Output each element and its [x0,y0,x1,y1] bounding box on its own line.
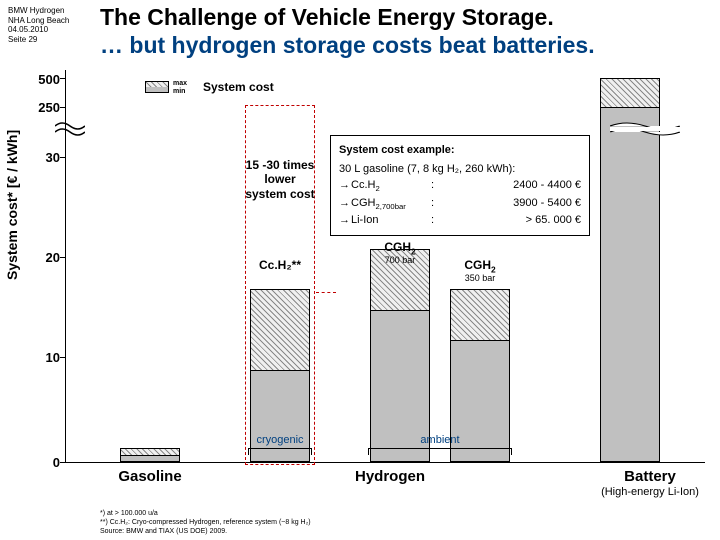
label-cch2: Cc.H₂** [250,258,310,272]
label-cgh2-350: CGH2 [440,258,520,274]
tick [60,257,65,258]
bar-gasoline [120,448,180,462]
tick [60,357,65,358]
tick [60,157,65,158]
label-350bar: 350 bar [440,273,520,283]
y-tick: 10 [30,350,60,365]
bar-cgh2-700 [370,249,430,462]
example-title: System cost example: [339,142,581,159]
y-axis-label: System cost* [€ / kWh] [4,130,20,280]
example-row: →CGH2,700bar:3900 - 5400 € [339,195,581,213]
tick [60,462,65,463]
x-label-battery: Battery [590,468,710,485]
example-box: System cost example: 30 L gasoline (7, 8… [330,135,590,236]
x-label-hydrogen: Hydrogen [330,468,450,485]
tick [60,107,65,108]
example-row: →Cc.H2:2400 - 4400 € [339,177,581,195]
x-sublabel-battery: (High-energy Li-Ion) [580,486,720,498]
axis-break-icon [55,118,85,138]
footnote: Source: BMW and TIAX (US DOE) 2009. [100,527,311,536]
footnotes: *) at > 100.000 u/a **) Cc.H₂: Cryo-comp… [100,509,311,536]
footnote: **) Cc.H₂: Cryo-compressed Hydrogen, ref… [100,518,311,527]
y-tick: 20 [30,250,60,265]
annotation-lower-cost: 15 -30 times lower system cost [232,158,328,201]
y-tick: 30 [30,150,60,165]
label-700bar: 700 bar [360,255,440,265]
legend: max min System cost [145,80,274,94]
meta-line: BMW Hydrogen [8,6,69,16]
axis-break-icon [610,118,680,138]
label-cgh2-700: CGH2 [360,240,440,256]
tick [60,78,65,79]
sublabel-ambient: ambient [400,434,480,446]
legend-swatch-icon [145,81,169,93]
example-row: →Li-Ion:> 65. 000 € [339,212,581,229]
x-axis [65,462,705,463]
y-tick: 0 [30,455,60,470]
bracket [368,448,512,449]
header-meta: BMW Hydrogen NHA Long Beach 04.05.2010 S… [8,6,69,44]
meta-line: NHA Long Beach [8,16,69,26]
footnote: *) at > 100.000 u/a [100,509,311,518]
legend-label: System cost [203,80,274,94]
meta-line: 04.05.2010 [8,25,69,35]
page-title: The Challenge of Vehicle Energy Storage. [100,4,554,31]
x-label-gasoline: Gasoline [100,468,200,485]
bracket [248,448,312,449]
meta-line: Seite 29 [8,35,69,45]
example-sub: 30 L gasoline (7, 8 kg H₂, 260 kWh): [339,161,581,178]
page-subtitle: … but hydrogen storage costs beat batter… [100,32,595,59]
sublabel-cryogenic: cryogenic [240,434,320,446]
dashed-connector [316,292,336,293]
y-tick: 500 [30,72,60,87]
y-tick: 250 [30,100,60,115]
